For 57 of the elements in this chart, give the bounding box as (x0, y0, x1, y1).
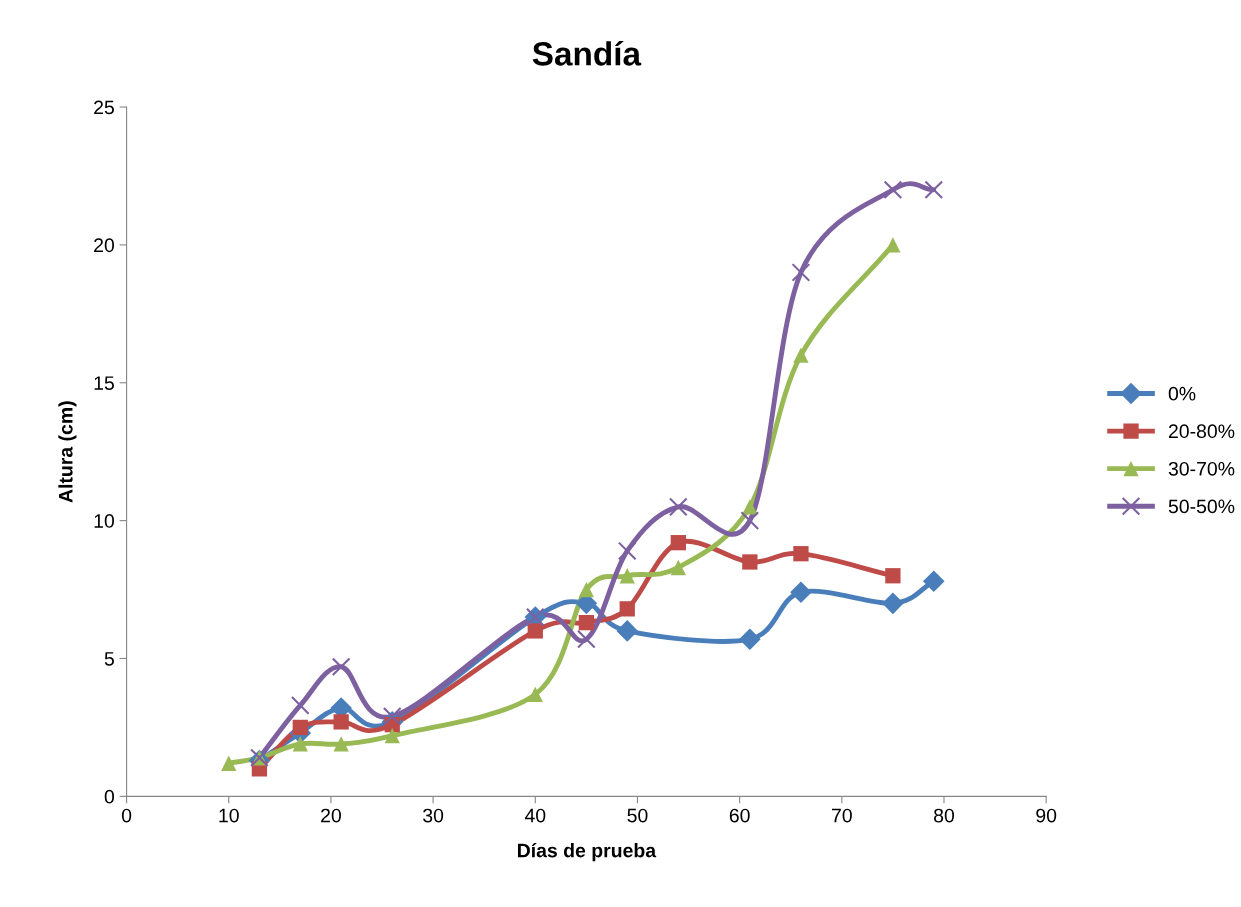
point (740, 511, 760, 530)
point (885, 568, 901, 584)
x-tick-label: 30 (423, 808, 444, 823)
x-tick-label: 0 (121, 808, 132, 823)
point (670, 559, 686, 576)
legend-label: 0% (1168, 386, 1196, 401)
point (790, 581, 812, 604)
point (333, 736, 349, 752)
x-tick-label: 70 (832, 808, 852, 823)
point (742, 554, 758, 570)
y-tick-label: 20 (94, 238, 115, 253)
point (922, 570, 945, 593)
x-tick-label: 40 (524, 808, 546, 823)
point (292, 719, 308, 736)
point (619, 601, 635, 617)
point (619, 568, 635, 584)
legend-label: 30-70% (1168, 461, 1235, 476)
y-tick-label: 25 (94, 100, 114, 115)
point (384, 728, 400, 744)
x-axis-title: Días de prueba (517, 842, 657, 862)
legend-label: 50-50% (1168, 499, 1235, 514)
point (292, 736, 308, 752)
point (793, 347, 809, 363)
point (617, 541, 637, 561)
legend-label: 20-80% (1168, 424, 1235, 439)
point (883, 180, 903, 200)
point (221, 755, 237, 771)
y-axis-title: Altura (cm) (58, 401, 77, 503)
point (527, 623, 543, 639)
point (885, 237, 901, 253)
point (739, 628, 761, 650)
y-tick-label: 15 (94, 376, 114, 390)
point (527, 686, 543, 702)
y-tick-label: 0 (104, 789, 115, 804)
point (333, 714, 349, 730)
point (331, 657, 351, 677)
chart-title: Sandía (532, 40, 642, 66)
point (578, 615, 595, 631)
point (668, 497, 688, 517)
x-tick-label: 90 (1036, 808, 1057, 823)
x-tick-label: 10 (219, 808, 239, 823)
point (742, 499, 758, 515)
point (670, 535, 686, 551)
point (924, 180, 944, 200)
x-tick-label: 20 (321, 808, 341, 823)
point (793, 546, 809, 562)
point (616, 620, 639, 642)
x-tick-label: 50 (627, 808, 648, 823)
y-tick-label: 10 (94, 514, 115, 528)
y-tick-label: 5 (104, 652, 114, 666)
x-tick-label: 60 (729, 808, 750, 823)
point (577, 629, 596, 649)
point (882, 592, 904, 615)
point (382, 707, 402, 726)
point (578, 581, 595, 598)
point (791, 263, 811, 282)
x-tick-label: 80 (934, 808, 955, 823)
